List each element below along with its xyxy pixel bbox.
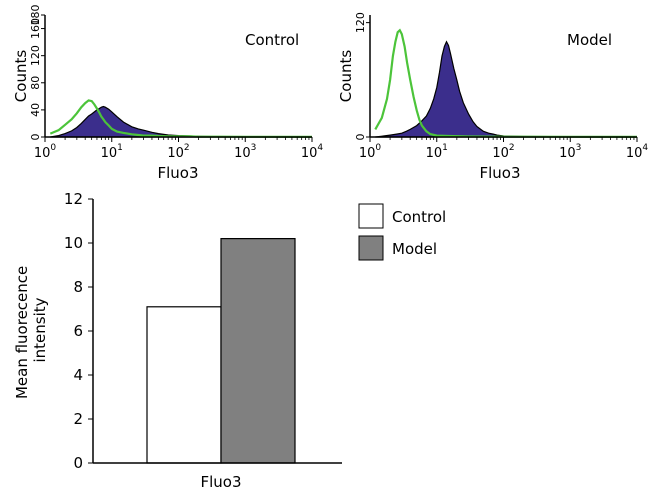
model-histogram: Model Counts Fluo3 0 120 100 101 102 103 104 bbox=[337, 12, 648, 182]
model-green-line bbox=[374, 28, 638, 138]
control-x-tick-label: 100 bbox=[34, 143, 57, 161]
control-y-tick-label: 120 bbox=[29, 45, 42, 66]
legend-swatch-model bbox=[358, 235, 384, 261]
bar-y-label: Mean fluorecence intensity bbox=[13, 261, 49, 399]
bar-y-tick-label: 12 bbox=[64, 190, 83, 208]
bar-y-tick-label: 8 bbox=[73, 278, 83, 296]
control-y-tick-label: 0 bbox=[29, 134, 42, 141]
model-y-tick-label: 0 bbox=[354, 134, 367, 141]
model-x-tick-label: 103 bbox=[559, 143, 581, 161]
model-y-tick-label: 120 bbox=[354, 12, 367, 33]
bar-control bbox=[146, 306, 222, 464]
bar-y-label-line1: Mean fluorecence bbox=[13, 266, 31, 399]
model-model-area bbox=[375, 40, 638, 138]
model-x-tick-label: 102 bbox=[492, 143, 514, 161]
bar-legend: Control Model bbox=[358, 203, 446, 261]
bar-x-label: Fluo3 bbox=[200, 473, 241, 491]
model-x-label: Fluo3 bbox=[479, 164, 520, 182]
model-x-tick-label: 100 bbox=[359, 143, 382, 161]
model-y-label: Counts bbox=[337, 50, 355, 103]
control-x-tick-label: 103 bbox=[234, 143, 256, 161]
bar-y-tick-label: 2 bbox=[73, 410, 83, 428]
bar-y-tick-label: 0 bbox=[73, 454, 83, 472]
control-x-label: Fluo3 bbox=[157, 164, 198, 182]
control-y-tick-label: 80 bbox=[29, 76, 42, 90]
control-model-area bbox=[50, 105, 313, 138]
model-x-tick-label: 104 bbox=[626, 143, 648, 161]
control-x-tick-label: 101 bbox=[101, 143, 123, 161]
bar-y-tick-label: 10 bbox=[64, 234, 83, 252]
control-x-tick-label: 104 bbox=[301, 143, 324, 161]
bar-model bbox=[220, 238, 296, 464]
legend-label-control: Control bbox=[392, 208, 446, 226]
legend-label-model: Model bbox=[392, 240, 437, 258]
control-y-tick-label: 160 bbox=[29, 18, 42, 39]
control-title: Control bbox=[245, 31, 299, 49]
bar-chart: 0 2 4 6 8 10 12 Fluo3 Mean fluorecence intensi… bbox=[13, 190, 446, 491]
bar-y-tick-label: 4 bbox=[73, 366, 83, 384]
legend-swatch-control bbox=[358, 203, 384, 229]
bar-y-label-line2: intensity bbox=[31, 297, 49, 362]
control-x-tick-label: 102 bbox=[167, 143, 189, 161]
control-y-tick-label: 180 bbox=[29, 5, 42, 26]
control-y-tick-label: 40 bbox=[29, 103, 42, 117]
bar-y-tick-label: 6 bbox=[73, 322, 83, 340]
model-x-tick-label: 101 bbox=[426, 143, 448, 161]
control-y-label: Counts bbox=[12, 50, 30, 103]
model-title: Model bbox=[567, 31, 612, 49]
